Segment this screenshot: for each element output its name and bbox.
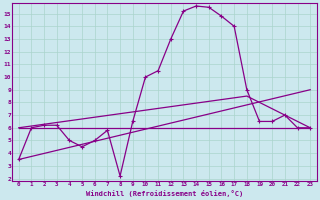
X-axis label: Windchill (Refroidissement éolien,°C): Windchill (Refroidissement éolien,°C) [86,190,243,197]
